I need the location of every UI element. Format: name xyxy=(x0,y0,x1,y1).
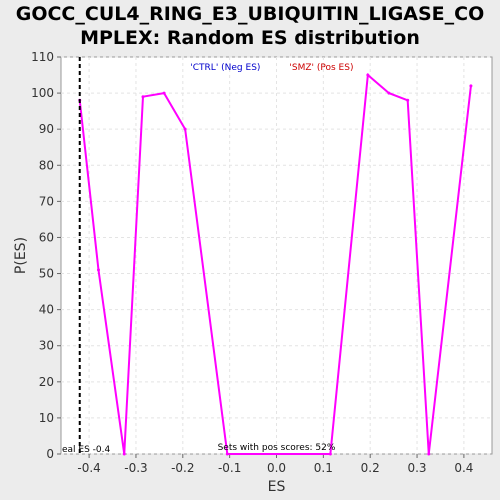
y-tick-label: 30 xyxy=(39,339,54,353)
y-axis: 0 10 20 30 40 50 60 70 80 90 100 110 xyxy=(31,50,61,461)
y-tick-label: 40 xyxy=(39,303,54,317)
y-axis-label: P(ES) xyxy=(13,237,29,274)
x-axis-label: ES xyxy=(268,479,286,495)
y-tick-label: 110 xyxy=(31,50,54,64)
chart-title: GOCC_CUL4_RING_E3_UBIQUITIN_LIGASE_CO MP… xyxy=(0,2,500,50)
x-tick-label: 0.3 xyxy=(407,461,426,475)
pos-scores-annotation: Sets with pos scores: 52% xyxy=(218,443,336,453)
series-point xyxy=(96,268,100,272)
y-tick-label: 60 xyxy=(39,230,54,244)
x-tick-label: 0.1 xyxy=(314,461,333,475)
series-point xyxy=(366,73,370,77)
series-point xyxy=(183,127,187,131)
real-es-label: eal ES -0.4 xyxy=(62,445,111,455)
x-tick-label: 0.0 xyxy=(267,461,286,475)
series-point xyxy=(427,452,431,456)
chart-title-line2: MPLEX: Random ES distribution xyxy=(80,27,420,49)
grid xyxy=(61,56,492,455)
y-tick-label: 80 xyxy=(39,158,54,172)
series-point xyxy=(387,91,391,95)
x-tick-label: -0.1 xyxy=(218,461,241,475)
x-tick-label: -0.4 xyxy=(77,461,100,475)
y-tick-label: 0 xyxy=(46,447,54,461)
y-tick-label: 10 xyxy=(39,411,54,425)
legend-ctrl: 'CTRL' (Neg ES) xyxy=(190,63,260,73)
x-tick-label: -0.2 xyxy=(171,461,194,475)
x-tick-label: 0.2 xyxy=(361,461,380,475)
y-tick-label: 70 xyxy=(39,194,54,208)
x-tick-label: -0.3 xyxy=(124,461,147,475)
chart-title-line1: GOCC_CUL4_RING_E3_UBIQUITIN_LIGASE_CO xyxy=(15,3,485,25)
x-axis: -0.4 -0.3 -0.2 -0.1 0.0 0.1 0.2 0.3 0.4 xyxy=(77,454,473,475)
y-tick-label: 50 xyxy=(39,267,54,281)
y-tick-label: 90 xyxy=(39,122,54,136)
series-point xyxy=(469,84,473,88)
series-point xyxy=(406,98,410,102)
y-tick-label: 100 xyxy=(31,86,54,100)
legend-smz: 'SMZ' (Pos ES) xyxy=(289,63,353,73)
x-tick-label: 0.4 xyxy=(454,461,473,475)
series-point xyxy=(328,452,332,456)
series-point xyxy=(162,91,166,95)
series-point xyxy=(141,95,145,99)
series-point xyxy=(122,452,126,456)
y-tick-label: 20 xyxy=(39,375,54,389)
series-point xyxy=(225,452,229,456)
